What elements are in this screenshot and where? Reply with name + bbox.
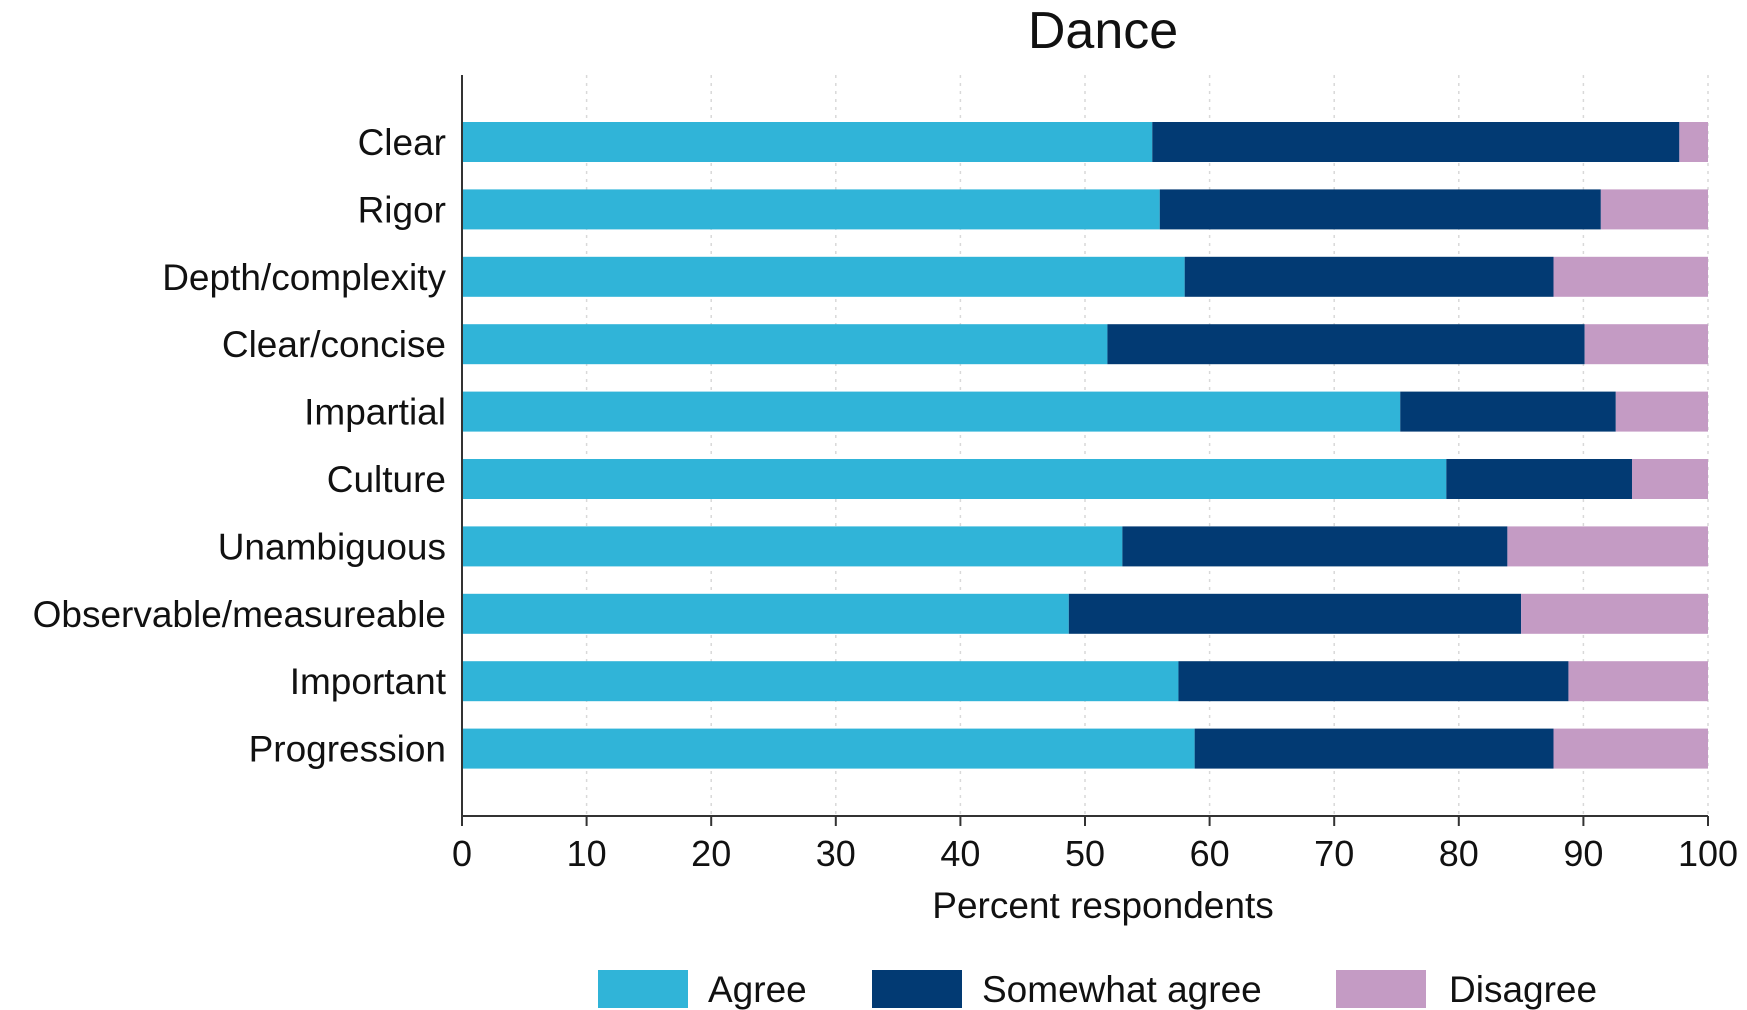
legend-swatch-disagree [1336,970,1426,1008]
bar-progression-somewhat-agree [1194,728,1554,769]
bar-clear-concise-somewhat-agree [1107,324,1585,365]
category-label-impartial: Impartial [304,392,446,433]
bar-unambiguous-disagree [1507,526,1708,567]
bar-progression-agree [462,728,1195,769]
x-axis-title: Percent respondents [932,885,1273,926]
bar-rigor-agree [462,189,1160,230]
bar-clear-somewhat-agree [1152,122,1680,162]
bar-important-disagree [1568,661,1708,702]
bar-impartial-agree [462,391,1401,432]
legend-label-agree: Agree [708,969,807,1010]
x-tick-label-50: 50 [1065,833,1105,874]
bar-important-agree [462,661,1179,702]
bar-rigor-disagree [1600,189,1708,230]
category-label-progression: Progression [249,729,446,770]
x-tick-label-10: 10 [567,833,607,874]
bar-clear-disagree [1679,122,1708,162]
chart-title: Dance [1028,2,1178,60]
x-tick-label-90: 90 [1563,833,1603,874]
grid-layer [585,75,1709,816]
bar-impartial-somewhat-agree [1400,391,1616,432]
legend-label-disagree: Disagree [1449,969,1597,1010]
bar-impartial-disagree [1615,391,1708,432]
bars-layer [462,122,1708,769]
bar-rigor-somewhat-agree [1159,189,1601,230]
bar-culture-somewhat-agree [1446,459,1632,499]
legend-swatch-somewhat-agree [872,970,962,1008]
legend-swatch-agree [598,970,688,1008]
bar-culture-disagree [1631,459,1708,499]
category-label-important: Important [290,661,447,702]
category-label-clear-concise: Clear/concise [222,324,446,365]
x-tick-label-70: 70 [1314,833,1354,874]
x-tick-label-30: 30 [816,833,856,874]
bar-observable-measureable-agree [462,593,1069,634]
bar-progression-disagree [1553,728,1708,769]
bar-unambiguous-somewhat-agree [1122,526,1508,567]
category-label-clear: Clear [358,122,446,163]
x-tick-label-0: 0 [452,833,472,874]
bar-depth-complexity-disagree [1553,256,1708,297]
bar-important-somewhat-agree [1178,661,1569,702]
bar-clear-agree [462,122,1153,162]
bar-unambiguous-agree [462,526,1123,567]
category-label-unambiguous: Unambiguous [218,526,446,567]
bar-depth-complexity-somewhat-agree [1184,256,1554,297]
legend-label-somewhat-agree: Somewhat agree [982,969,1262,1010]
bar-clear-concise-disagree [1584,324,1708,365]
category-label-depth-complexity: Depth/complexity [162,257,446,298]
x-tick-label-100: 100 [1678,833,1738,874]
bar-observable-measureable-disagree [1521,593,1708,634]
x-tick-label-60: 60 [1190,833,1230,874]
category-label-culture: Culture [327,459,446,500]
x-tick-label-80: 80 [1439,833,1479,874]
bar-observable-measureable-somewhat-agree [1068,593,1522,634]
category-label-rigor: Rigor [358,189,446,230]
bar-culture-agree [462,459,1447,499]
category-labels: Clear Rigor Depth/complexity Clear/concise I… [33,122,447,770]
bar-clear-concise-agree [462,324,1108,365]
x-tick-label-40: 40 [940,833,980,874]
legend: Agree Somewhat agree Disagree [598,969,1597,1010]
x-axis: 0 10 20 30 40 50 60 70 80 90 100 [452,75,1738,874]
bar-depth-complexity-agree [462,256,1185,297]
x-tick-label-20: 20 [691,833,731,874]
category-label-observable-measureable: Observable/measureable [33,594,446,635]
